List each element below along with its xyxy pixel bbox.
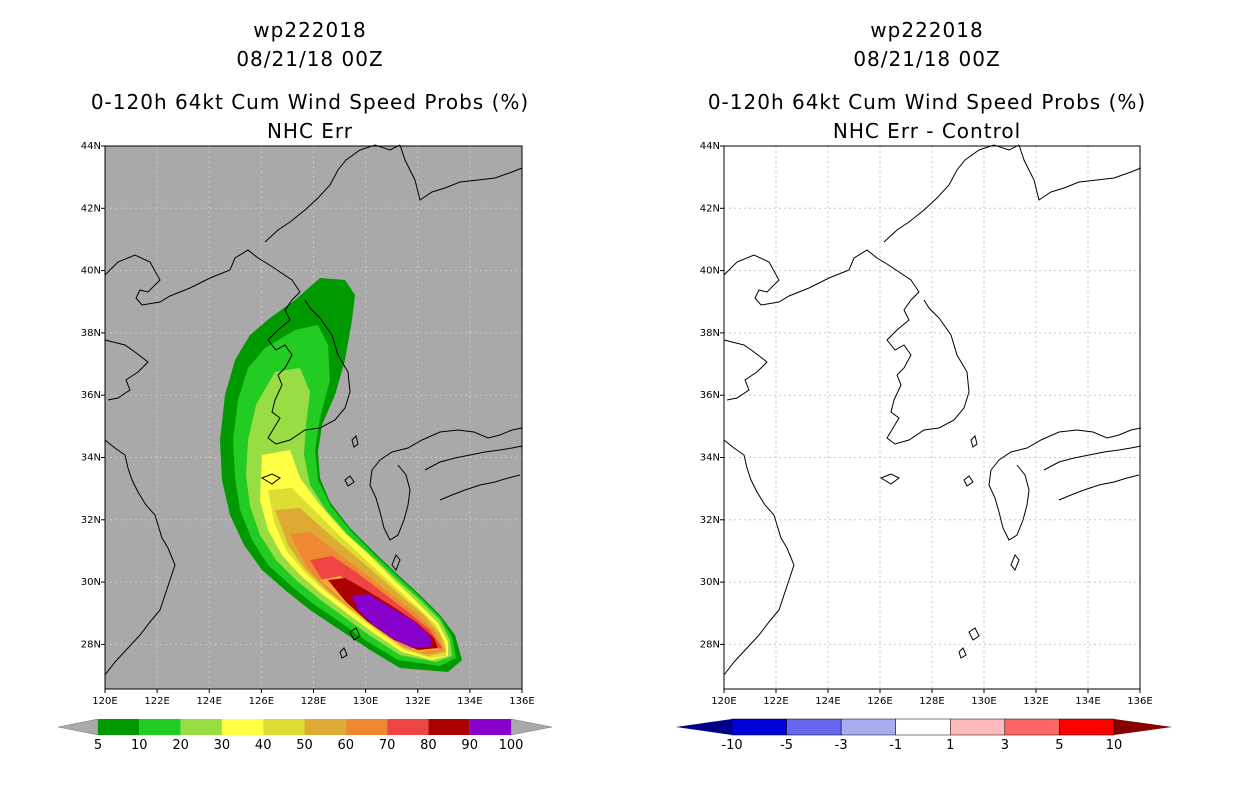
- lon-tick-label: 124E: [815, 696, 840, 707]
- left-map: 120E 122E 124E 126E 128E 130E 132E 134E 136E 44N 4…: [81, 141, 535, 707]
- lat-tick-label: 44N: [700, 141, 720, 152]
- colorbar-box: [731, 718, 787, 736]
- colorbar-label: 1: [946, 738, 954, 753]
- colorbar-box: [98, 719, 140, 735]
- colorbar-label: 40: [255, 738, 272, 753]
- colorbar-label: 60: [338, 738, 355, 753]
- colorbar-box: [263, 719, 305, 735]
- colorbar-label: 30: [214, 738, 231, 753]
- colorbar-label: 70: [379, 738, 396, 753]
- colorbar-label: 80: [420, 738, 437, 753]
- colorbar-box: [786, 718, 842, 736]
- lat-tick-label: 40N: [700, 266, 720, 277]
- left-axis-ticks: 120E 122E 124E 126E 128E 130E 132E 134E 136E 44N 4…: [81, 141, 535, 707]
- colorbar-label: 100: [499, 738, 524, 753]
- colorbar-label: 5: [1055, 738, 1063, 753]
- colorbar-label: 20: [172, 738, 189, 753]
- lon-tick-label: 130E: [353, 696, 378, 707]
- lat-tick-label: 42N: [700, 203, 720, 214]
- colorbar-box: [469, 719, 511, 735]
- colorbar-lower-arrow: [676, 719, 732, 735]
- lat-tick-label: 34N: [700, 453, 720, 464]
- lat-tick-label: 44N: [81, 141, 101, 152]
- lon-tick-label: 120E: [711, 696, 736, 707]
- right-subtitle: NHC Err - Control: [833, 119, 1021, 143]
- prob-band-100: [352, 594, 432, 648]
- colorbar-label: 10: [1106, 738, 1123, 753]
- right-storm-id: wp222018: [870, 18, 983, 42]
- colorbar-box: [304, 719, 346, 735]
- colorbar-label: 5: [94, 738, 102, 753]
- colorbar-box: [180, 719, 222, 735]
- lat-tick-label: 40N: [81, 266, 101, 277]
- colorbar-box: [428, 719, 470, 735]
- left-title: 0-120h 64kt Cum Wind Speed Probs (%): [91, 90, 529, 114]
- lat-tick-label: 28N: [81, 639, 101, 650]
- colorbar-box: [950, 718, 1006, 736]
- colorbar-box: [840, 718, 896, 736]
- colorbar-label: 10: [131, 738, 148, 753]
- lat-tick-label: 28N: [700, 639, 720, 650]
- colorbar-box: [221, 719, 264, 735]
- colorbar-label: 3: [1001, 738, 1009, 753]
- lat-tick-label: 32N: [81, 515, 101, 526]
- left-colorbar: 5 10 20 30 40 50 60 70 80 90 100: [57, 718, 553, 753]
- lat-tick-label: 42N: [81, 203, 101, 214]
- lon-tick-label: 124E: [197, 696, 222, 707]
- lon-tick-label: 122E: [763, 696, 788, 707]
- colorbar-box: [895, 718, 951, 736]
- lat-tick-label: 36N: [81, 390, 101, 401]
- lon-tick-label: 126E: [867, 696, 892, 707]
- colorbar-label: 50: [296, 738, 313, 753]
- left-panel: wp222018 08/21/18 00Z 0-120h 64kt Cum Wi…: [57, 18, 553, 753]
- lon-tick-label: 132E: [405, 696, 430, 707]
- left-datetime: 08/21/18 00Z: [236, 47, 383, 71]
- colorbar-upper-arrow: [510, 718, 553, 736]
- colorbar-label: 90: [461, 738, 478, 753]
- lat-tick-label: 30N: [81, 577, 101, 588]
- right-map: 120E 122E 124E 126E 128E 130E 132E 134E 136E 44N 4…: [700, 141, 1153, 707]
- right-panel: wp222018 08/21/18 00Z 0-120h 64kt Cum Wi…: [676, 18, 1172, 753]
- lon-tick-label: 132E: [1023, 696, 1048, 707]
- lon-tick-label: 136E: [1127, 696, 1152, 707]
- probability-swath: [220, 278, 462, 672]
- colorbar-upper-arrow: [1114, 719, 1172, 735]
- lat-tick-label: 38N: [81, 328, 101, 339]
- colorbar-label: -10: [721, 738, 742, 753]
- lon-tick-label: 130E: [971, 696, 996, 707]
- left-storm-id: wp222018: [253, 18, 366, 42]
- lat-tick-label: 36N: [700, 390, 720, 401]
- lon-tick-label: 136E: [509, 696, 534, 707]
- lat-tick-label: 32N: [700, 515, 720, 526]
- right-axis-ticks: 120E 122E 124E 126E 128E 130E 132E 134E 136E 44N 4…: [700, 141, 1153, 707]
- colorbar-box: [345, 719, 388, 735]
- colorbar-label: -3: [835, 738, 848, 753]
- right-colorbar: -10 -5 -3 -1 1 3 5 10: [676, 718, 1172, 753]
- colorbar-label: -5: [780, 738, 793, 753]
- lon-tick-label: 120E: [92, 696, 117, 707]
- colorbar-box: [1004, 718, 1060, 736]
- lat-tick-label: 30N: [700, 577, 720, 588]
- lat-tick-label: 38N: [700, 328, 720, 339]
- lon-tick-label: 128E: [919, 696, 944, 707]
- lon-tick-label: 122E: [144, 696, 169, 707]
- lon-tick-label: 134E: [457, 696, 482, 707]
- right-gridlines: [724, 146, 1140, 689]
- lon-tick-label: 134E: [1075, 696, 1100, 707]
- lon-tick-label: 126E: [249, 696, 274, 707]
- right-title: 0-120h 64kt Cum Wind Speed Probs (%): [708, 90, 1146, 114]
- colorbar-lower-arrow: [57, 718, 99, 736]
- colorbar-label: -1: [889, 738, 902, 753]
- lon-tick-label: 128E: [301, 696, 326, 707]
- lat-tick-label: 34N: [81, 453, 101, 464]
- left-subtitle: NHC Err: [267, 119, 353, 143]
- colorbar-box: [139, 719, 181, 735]
- right-datetime: 08/21/18 00Z: [853, 47, 1000, 71]
- colorbar-box: [1059, 718, 1115, 736]
- colorbar-box: [387, 719, 429, 735]
